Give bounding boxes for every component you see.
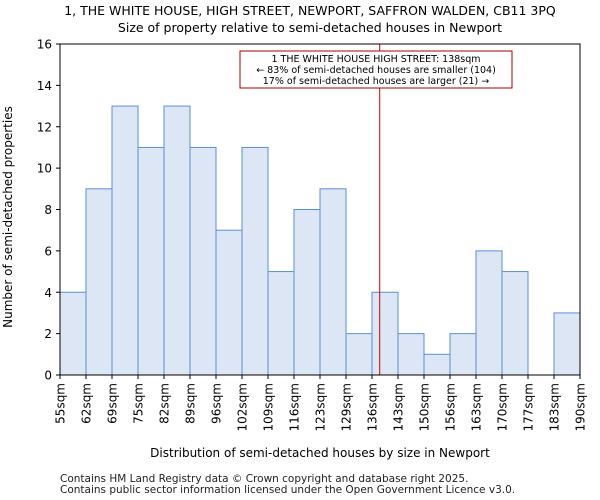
x-tick-label: 129sqm: [340, 383, 354, 431]
y-tick-label: 14: [37, 79, 52, 93]
annotation-line-1: 1 THE WHITE HOUSE HIGH STREET: 138sqm: [271, 54, 480, 65]
x-tick-label: 190sqm: [574, 383, 588, 431]
y-axis-ticks: 0 2 4 6 8 10 12 14 16: [37, 38, 60, 383]
histogram-bar: [215, 229, 243, 376]
x-tick-label: 170sqm: [496, 383, 510, 431]
chart-title: 1, THE WHITE HOUSE, HIGH STREET, NEWPORT…: [64, 3, 556, 18]
x-tick-label: 123sqm: [314, 383, 328, 431]
x-tick-label: 163sqm: [470, 383, 484, 431]
x-tick-label: 62sqm: [80, 383, 94, 424]
histogram-bar: [111, 105, 139, 376]
x-tick-label: 89sqm: [184, 383, 198, 424]
x-tick-label: 177sqm: [522, 383, 536, 431]
histogram-bar: [267, 271, 295, 376]
annotation-line-3: 17% of semi-detached houses are larger (…: [263, 76, 490, 87]
histogram-bar: [59, 291, 87, 376]
histogram-bar: [319, 188, 347, 376]
x-tick-label: 69sqm: [106, 383, 120, 424]
x-tick-label: 143sqm: [392, 383, 406, 431]
footer-line-1: Contains HM Land Registry data © Crown c…: [60, 473, 469, 485]
x-tick-label: 183sqm: [548, 383, 562, 431]
histogram-bar: [475, 250, 503, 376]
histogram-bar: [501, 271, 529, 376]
histogram-bar: [553, 312, 581, 376]
y-tick-label: 10: [37, 162, 52, 176]
x-tick-label: 75sqm: [132, 383, 146, 424]
chart-subtitle: Size of property relative to semi-detach…: [118, 20, 502, 35]
x-tick-label: 116sqm: [288, 383, 302, 431]
x-axis-label: Distribution of semi-detached houses by …: [150, 446, 490, 460]
y-tick-label: 6: [44, 244, 52, 258]
histogram-bar: [345, 333, 373, 376]
histogram-bar: [137, 146, 165, 376]
y-tick-label: 16: [37, 38, 52, 52]
annotation-frame: [239, 50, 513, 89]
histogram-bar: [163, 105, 191, 376]
histogram-bar: [397, 333, 425, 376]
annotation-line-2: ← 83% of semi-detached houses are smalle…: [256, 65, 496, 76]
x-tick-label: 102sqm: [236, 383, 250, 431]
histogram-bars: [59, 105, 581, 376]
footer-line-2: Contains public sector information licen…: [60, 484, 516, 496]
histogram-bar: [293, 209, 321, 376]
histogram-bar: [371, 291, 399, 376]
x-tick-label: 55sqm: [54, 383, 68, 424]
x-tick-label: 150sqm: [418, 383, 432, 431]
histogram-bar: [241, 146, 269, 376]
annotation-box: 1 THE WHITE HOUSE HIGH STREET: 138sqm ← …: [239, 50, 513, 89]
y-tick-label: 2: [44, 327, 52, 341]
x-tick-label: 156sqm: [444, 383, 458, 431]
histogram-bar: [423, 353, 451, 376]
x-axis-ticks: 55sqm 62sqm 69sqm 75sqm 82sqm 89sqm 96sqm 102sq…: [54, 375, 588, 431]
histogram-bar: [449, 333, 477, 376]
x-tick-label: 136sqm: [366, 383, 380, 431]
y-tick-label: 0: [44, 369, 52, 383]
y-tick-label: 12: [37, 120, 52, 134]
y-tick-label: 4: [44, 286, 52, 300]
x-tick-label: 96sqm: [210, 383, 224, 424]
y-axis-label: Number of semi-detached properties: [1, 106, 15, 328]
histogram-bar: [189, 146, 217, 376]
histogram-bar: [85, 188, 113, 376]
x-tick-label: 82sqm: [158, 383, 172, 424]
x-tick-label: 109sqm: [262, 383, 276, 431]
y-tick-label: 8: [44, 203, 52, 217]
